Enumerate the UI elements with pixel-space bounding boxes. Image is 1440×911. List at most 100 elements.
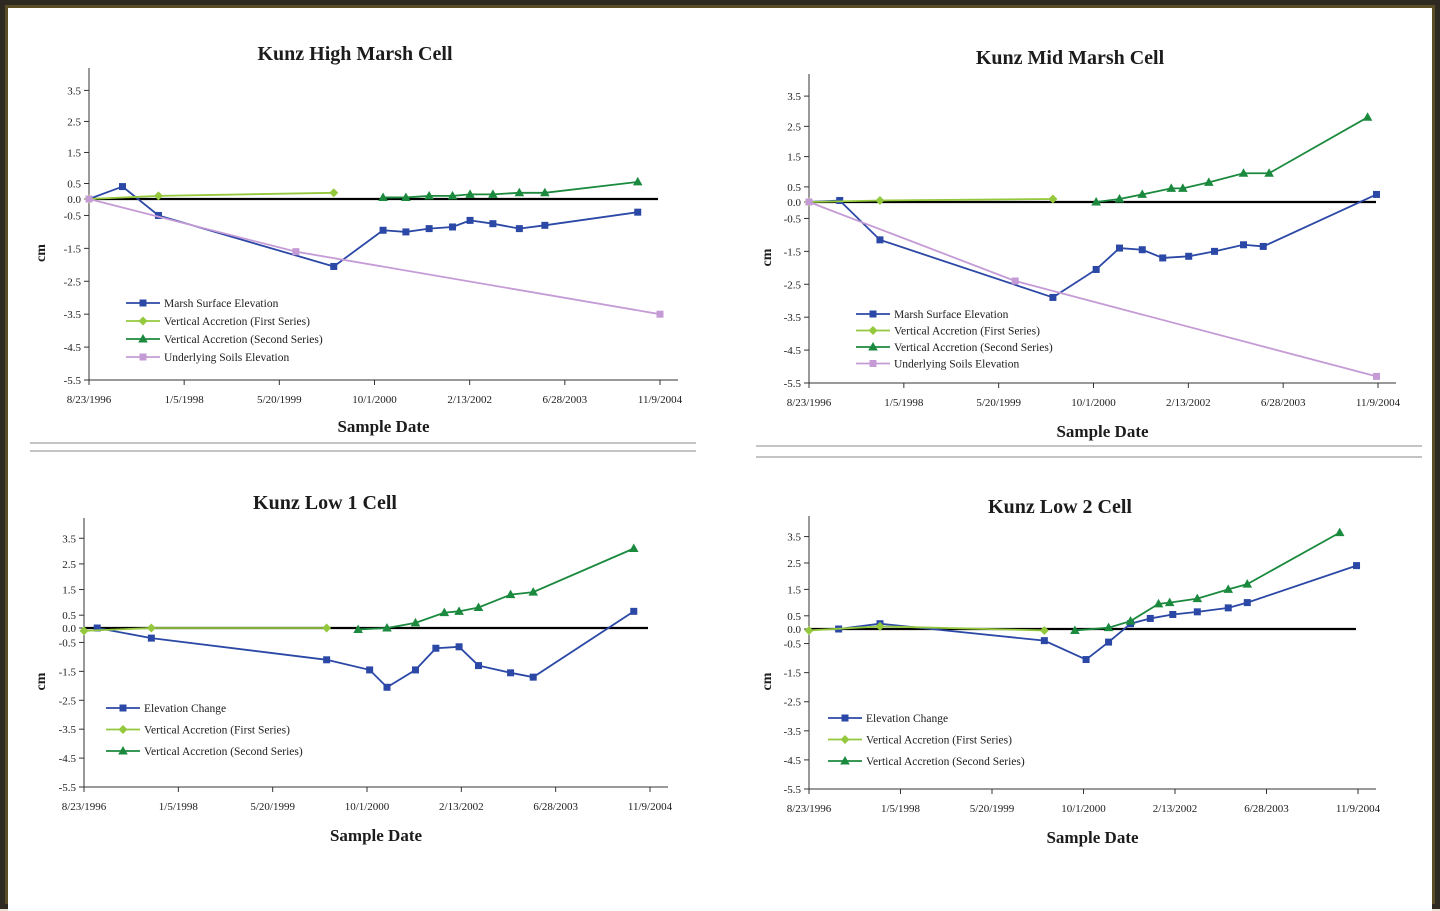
data-point-triangle: [1164, 597, 1175, 607]
chart-title: Kunz Mid Marsh Cell: [976, 47, 1165, 69]
x-tick-label: 5/20/1999: [970, 803, 1015, 815]
data-series: [804, 621, 1049, 635]
x-axis-title: Sample Date: [1046, 828, 1139, 847]
legend-label: Vertical Accretion (Second Series): [144, 746, 303, 758]
y-tick-label: -3.5: [784, 312, 802, 324]
data-point-square: [1105, 638, 1113, 646]
y-axis-title: cm: [760, 248, 775, 266]
data-point-triangle: [424, 190, 434, 200]
x-tick-label: 8/23/1996: [67, 394, 112, 406]
y-tick-label: 1.5: [67, 147, 81, 159]
data-point-square: [139, 299, 147, 307]
y-tick-label: 0.0: [787, 197, 801, 209]
legend-label: Vertical Accretion (First Series): [164, 316, 310, 328]
data-point-square: [455, 643, 463, 651]
data-point-square: [379, 226, 387, 234]
data-point-square: [475, 662, 483, 670]
x-tick-label: 10/1/2000: [345, 801, 390, 813]
chart-title: Kunz High Marsh Cell: [257, 43, 452, 65]
series-line: [88, 198, 661, 316]
chart-panel: Kunz High Marsh Cell Sample Date cm 3.5 2.5 1…: [34, 43, 683, 436]
data-point-diamond: [840, 735, 850, 744]
chart-title: Kunz Low 2 Cell: [988, 496, 1132, 518]
data-series: [84, 188, 339, 204]
legend-item: Underlying Soils Elevation: [856, 359, 1019, 371]
data-point-square: [1185, 252, 1193, 260]
data-point-square: [93, 624, 101, 632]
data-point-triangle: [1070, 625, 1080, 634]
legend-label: Elevation Change: [866, 713, 948, 725]
y-tick-label: 1.5: [787, 152, 801, 164]
data-point-diamond: [146, 623, 156, 633]
legend-label: Marsh Surface Elevation: [894, 309, 1009, 321]
data-point-square: [634, 208, 642, 216]
data-point-triangle: [1192, 593, 1203, 603]
y-tick-label: 3.5: [787, 91, 801, 103]
data-point-square: [1211, 247, 1219, 255]
data-point-square: [1353, 562, 1361, 570]
series-line: [97, 610, 635, 689]
y-tick-label: -1.5: [784, 246, 802, 258]
data-point-triangle: [540, 187, 550, 197]
data-point-square: [323, 656, 331, 664]
legend-label: Vertical Accretion (First Series): [144, 725, 290, 737]
data-point-diamond: [1039, 625, 1049, 635]
legend-item: Vertical Accretion (First Series): [126, 316, 310, 328]
data-point-diamond: [329, 188, 339, 198]
legend-label: Underlying Soils Elevation: [894, 359, 1019, 371]
data-point-square: [1159, 254, 1167, 262]
data-point-triangle: [1103, 622, 1114, 632]
data-point-diamond: [804, 625, 814, 635]
legend-label: Vertical Accretion (First Series): [866, 735, 1012, 747]
x-tick-label: 1/5/1998: [159, 801, 199, 813]
y-tick-label: -3.5: [64, 309, 82, 321]
data-point-square: [869, 360, 877, 367]
y-tick-label: 3.5: [787, 532, 801, 544]
legend-label: Vertical Accretion (Second Series): [164, 334, 323, 346]
x-tick-label: 2/13/2002: [1153, 803, 1198, 815]
data-point-square: [432, 644, 440, 652]
y-axis-title: cm: [34, 244, 49, 262]
x-axis-title: Sample Date: [330, 826, 423, 845]
data-point-diamond: [868, 326, 878, 335]
data-point-diamond: [1048, 194, 1058, 204]
data-point-square: [541, 221, 549, 229]
x-tick-label: 2/13/2002: [439, 801, 484, 813]
data-point-square: [1115, 244, 1123, 252]
data-series: [93, 607, 638, 691]
data-point-square: [1040, 637, 1048, 645]
legend-label: Vertical Accretion (Second Series): [866, 756, 1025, 768]
data-point-square: [529, 673, 537, 681]
data-point-square: [425, 225, 433, 233]
legend-item: Vertical Accretion (First Series): [856, 326, 1040, 338]
legend-item: Marsh Surface Elevation: [126, 298, 279, 310]
y-tick-label: 0.5: [62, 610, 76, 622]
data-point-triangle: [514, 187, 525, 197]
y-tick-label: -2.5: [784, 697, 802, 709]
data-point-triangle: [473, 602, 484, 611]
x-tick-label: 5/20/1999: [257, 394, 302, 406]
y-axis-title: cm: [760, 672, 775, 690]
x-tick-label: 11/9/2004: [1356, 397, 1401, 409]
y-tick-label: 2.5: [62, 559, 76, 571]
data-point-triangle: [378, 192, 388, 201]
data-point-square: [1240, 241, 1248, 249]
legend-label: Vertical Accretion (First Series): [894, 326, 1040, 338]
data-point-square: [1169, 610, 1177, 618]
data-point-square: [330, 262, 338, 270]
legend-item: Elevation Change: [828, 713, 948, 725]
data-point-square: [1193, 608, 1201, 616]
data-point-square: [1138, 246, 1146, 254]
y-tick-label: -2.5: [784, 279, 802, 291]
x-tick-label: 6/28/2003: [1244, 803, 1289, 815]
data-point-triangle: [1204, 177, 1214, 186]
data-point-triangle: [868, 342, 878, 351]
data-point-square: [515, 225, 523, 233]
data-point-triangle: [1137, 189, 1148, 198]
x-tick-label: 6/28/2003: [1261, 397, 1306, 409]
data-point-triangle: [1125, 616, 1136, 625]
data-point-triangle: [465, 189, 475, 198]
series-line: [1096, 116, 1369, 203]
y-axis-title: cm: [34, 672, 49, 690]
y-tick-label: 2.5: [67, 116, 81, 128]
